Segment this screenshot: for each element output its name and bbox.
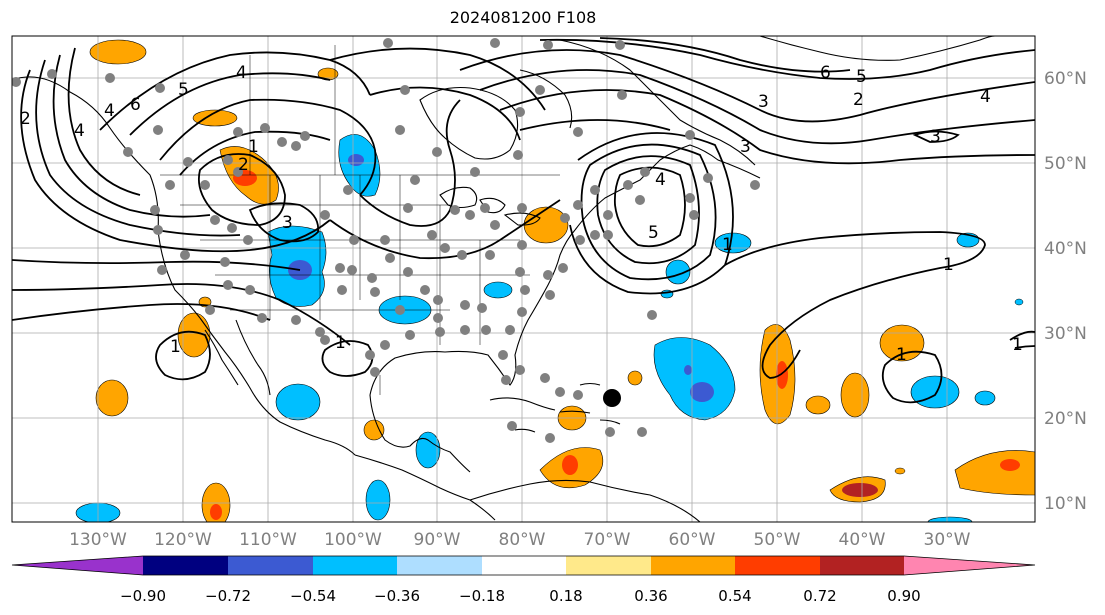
contour-label: 5: [648, 223, 659, 243]
contour-label: 2: [853, 90, 864, 110]
lat-label: 10°N: [1044, 494, 1087, 514]
contour-label: 3: [740, 137, 751, 157]
lat-label: 50°N: [1044, 154, 1087, 174]
longitude-labels: 130°W 120°W 110°W 100°W 90°W 80°W 70°W 6…: [69, 530, 971, 550]
storm-center-marker: [603, 389, 621, 407]
contour-label: 5: [856, 67, 867, 87]
colorbar-tick-label: −0.54: [290, 587, 336, 605]
colorbar-tick-label: −0.18: [459, 587, 505, 605]
contour-label: 2: [238, 155, 249, 175]
colorbar-segment: [566, 556, 651, 575]
colorbar-segment: [397, 556, 482, 575]
colorbar-min-extend: [12, 556, 143, 575]
colorbar-max-extend: [904, 556, 1035, 575]
lon-label: 50°W: [754, 530, 801, 550]
colorbar-segment: [820, 556, 904, 575]
colorbar-segment: [143, 556, 228, 575]
colorbar-tick-label: −0.90: [120, 587, 166, 605]
contour-label: 3: [758, 92, 769, 112]
contour-label: 1: [248, 137, 259, 157]
colorbar-tick-label: 0.90: [887, 587, 920, 605]
lat-label: 30°N: [1044, 324, 1087, 344]
lat-label: 40°N: [1044, 239, 1087, 259]
lon-label: 110°W: [239, 530, 297, 550]
colorbar-tick-label: −0.36: [374, 587, 420, 605]
lon-label: 90°W: [414, 530, 461, 550]
lon-label: 130°W: [69, 530, 127, 550]
contour-label: 1: [170, 337, 181, 357]
colorbar-tick-label: 0.18: [549, 587, 582, 605]
colorbar-segment: [651, 556, 735, 575]
map-frame: [11, 35, 1036, 523]
contour-label: 4: [655, 170, 666, 190]
contour-label: 3: [282, 213, 293, 233]
contour-label: 1: [943, 255, 954, 275]
latitude-labels: 60°N 50°N 40°N 30°N 20°N 10°N: [1044, 69, 1087, 514]
contour-label: 5: [178, 80, 189, 100]
contour-label: 1: [1012, 335, 1023, 355]
lat-label: 20°N: [1044, 409, 1087, 429]
colorbar-tick-label: 0.72: [803, 587, 836, 605]
lon-label: 120°W: [154, 530, 212, 550]
contour-label: 4: [980, 87, 991, 107]
contour-label: 3: [930, 127, 941, 147]
lon-label: 100°W: [324, 530, 382, 550]
map-title: 2024081200 F108: [449, 8, 597, 27]
colorbar-tick-label: −0.72: [205, 587, 251, 605]
colorbar-outline: [11, 555, 1036, 576]
contour-label: 6: [130, 95, 141, 115]
colorbar-tick-label: 0.54: [718, 587, 751, 605]
lon-label: 40°W: [839, 530, 886, 550]
colorbar-segment: [735, 556, 820, 575]
contour-lines: [12, 37, 1035, 404]
lon-label: 80°W: [499, 530, 546, 550]
colorbar-segment: [482, 556, 566, 575]
coastlines: [12, 36, 996, 522]
colorbar-tick-label: 0.36: [634, 587, 667, 605]
contour-label: 4: [236, 63, 247, 83]
colorbar-segment: [313, 556, 397, 575]
colorbar-ticks: −0.90 −0.72 −0.54 −0.36 −0.18 0.18 0.36 …: [120, 587, 921, 605]
contour-label: 2: [20, 109, 31, 129]
negative-anomaly-shading: [75, 134, 1024, 522]
lon-label: 70°W: [584, 530, 631, 550]
colorbar-segment: [228, 556, 313, 575]
contour-label: 6: [820, 63, 831, 83]
contour-labels: 2 4 6 5 4 4 1 2 3 1 1 4 5 1 3 6 5 3 2 4 …: [20, 63, 1023, 365]
lon-label: 30°W: [924, 530, 971, 550]
contour-label: 1: [335, 333, 346, 353]
contour-label: 1: [722, 235, 733, 255]
colorbar: [11, 555, 1036, 576]
contour-label: 4: [104, 101, 115, 121]
lon-label: 60°W: [669, 530, 716, 550]
lat-label: 60°N: [1044, 69, 1087, 89]
map-background: [12, 36, 1035, 522]
station-dots: [12, 38, 760, 443]
contour-label: 4: [74, 121, 85, 141]
contour-label: 1: [896, 345, 907, 365]
